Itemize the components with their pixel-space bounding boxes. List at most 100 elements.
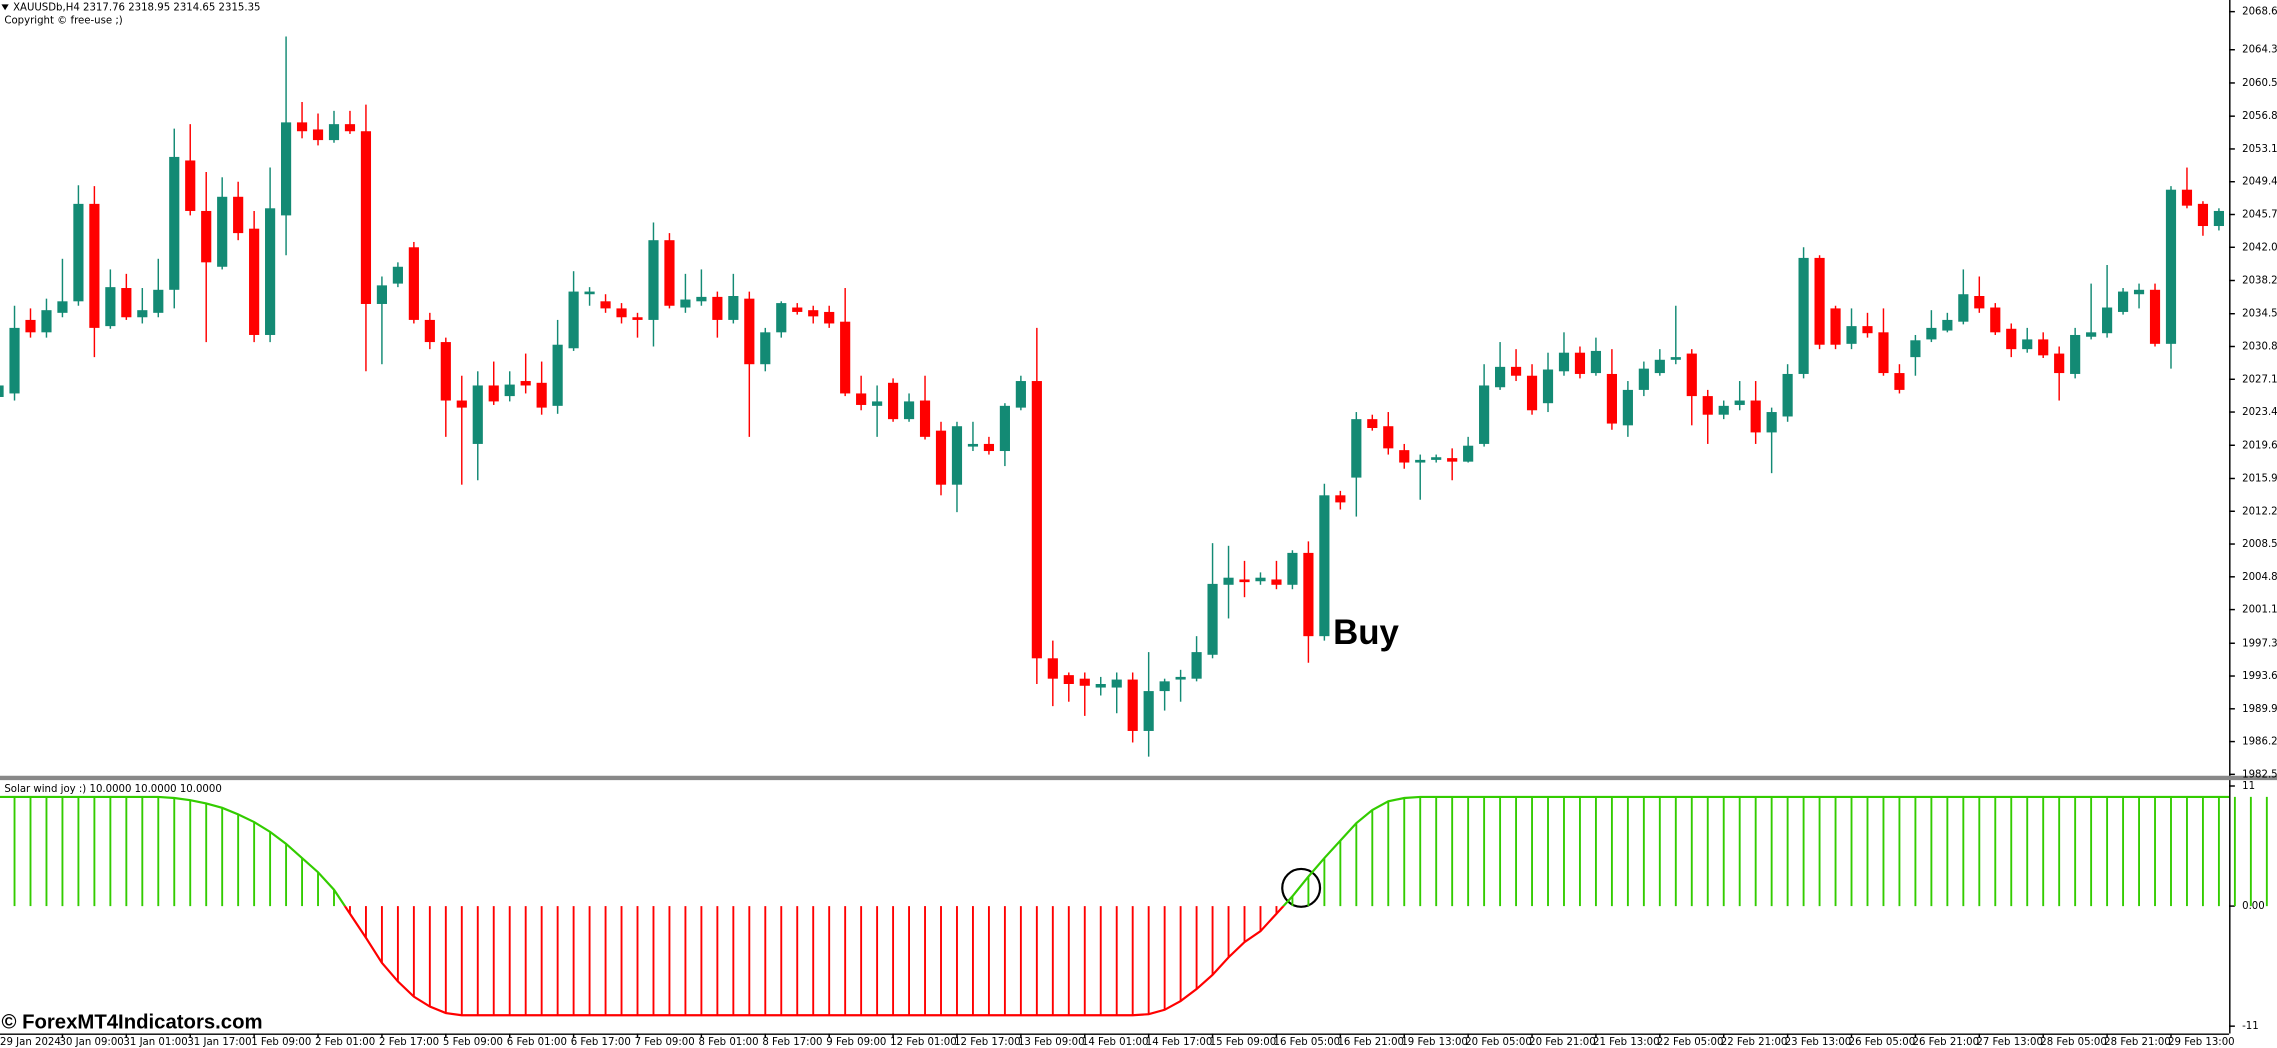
- candle-body: [1574, 352, 1586, 374]
- candle-body: [2006, 328, 2017, 350]
- candle-body: [1702, 396, 1713, 415]
- candle-body: [632, 317, 643, 320]
- candle-body: [392, 266, 403, 284]
- candle-body: [1447, 458, 1458, 462]
- candle-body: [2070, 334, 2081, 374]
- y-tick-label: 0.00: [2242, 901, 2265, 912]
- oscillator-line: [343, 906, 1285, 1017]
- time-label: 12 Feb 01:00: [890, 1037, 957, 1048]
- candle-body: [536, 382, 547, 408]
- y-tick-label: 2004.80: [2242, 572, 2277, 583]
- candle-body: [2117, 291, 2129, 312]
- candle-body: [1734, 400, 1745, 405]
- candle-body: [1191, 652, 1202, 679]
- candle-body: [249, 228, 260, 335]
- candle-body: [1798, 257, 1809, 374]
- candle-body: [935, 430, 947, 485]
- time-label: 6 Feb 01:00: [507, 1037, 567, 1048]
- oscillator-line: [0, 795, 2230, 907]
- candle-body: [153, 289, 164, 313]
- y-tick-label: 2042.00: [2242, 242, 2277, 253]
- candle-body: [1431, 457, 1442, 460]
- signal-circle: [1281, 867, 1322, 908]
- candle-body: [1479, 385, 1490, 444]
- candle-body: [824, 311, 835, 324]
- candle-body: [1239, 579, 1250, 583]
- candle-body: [1111, 679, 1122, 688]
- candle-body: [1079, 678, 1090, 686]
- candle-body: [89, 203, 100, 328]
- y-tick-label: 1997.30: [2242, 638, 2277, 649]
- candle-body: [760, 332, 771, 365]
- candle-body: [265, 208, 276, 335]
- candle-body: [9, 327, 20, 394]
- candle-body: [1894, 373, 1905, 390]
- y-tick-label: -11: [2242, 1021, 2259, 1032]
- candle-body: [951, 426, 963, 485]
- time-label: 31 Jan 17:00: [187, 1037, 251, 1048]
- candle-body: [360, 131, 372, 304]
- candle-body: [840, 321, 851, 394]
- indicator-title: Solar wind joy :) 10.0000 10.0000 10.000…: [4, 784, 221, 795]
- candle-body: [1862, 326, 1873, 334]
- candle-body: [312, 129, 324, 141]
- candle-body: [1814, 257, 1825, 345]
- candle-body: [1606, 373, 1617, 424]
- candle-body: [872, 401, 883, 406]
- time-label: 6 Feb 17:00: [571, 1037, 631, 1048]
- time-label: 22 Feb 21:00: [1721, 1037, 1788, 1048]
- candle-body: [552, 344, 563, 406]
- candle-body: [1990, 307, 2001, 333]
- y-tick-label: 2068.60: [2242, 7, 2277, 18]
- symbol-title: XAUUSDb,H4 2317.76 2318.95 2314.65 2315.…: [13, 2, 260, 13]
- y-tick-label: 2030.80: [2242, 341, 2277, 352]
- candle-body: [2133, 289, 2145, 295]
- candle-body: [2054, 353, 2065, 374]
- time-label: 23 Feb 13:00: [1785, 1037, 1852, 1048]
- candle-body: [328, 124, 340, 141]
- time-label: 8 Feb 17:00: [762, 1037, 822, 1048]
- candle-body: [1031, 381, 1042, 659]
- candle-body: [488, 385, 499, 402]
- y-tick-label: 2049.40: [2242, 177, 2277, 188]
- time-label: 22 Feb 05:00: [1657, 1037, 1724, 1048]
- time-label: 2 Feb 01:00: [315, 1037, 375, 1048]
- candle-body: [1926, 327, 1937, 340]
- candle-body: [1510, 366, 1522, 376]
- menu-triangle: [1, 4, 9, 11]
- candle-body: [1958, 294, 1969, 322]
- time-label: 30 Jan 09:00: [60, 1037, 124, 1048]
- candle-body: [712, 296, 723, 320]
- time-label: 1 Feb 09:00: [251, 1037, 311, 1048]
- candle-body: [664, 240, 675, 306]
- candle-body: [856, 393, 867, 405]
- candle-body: [2149, 289, 2161, 344]
- y-tick-label: 2034.50: [2242, 309, 2277, 320]
- candle-body: [1383, 426, 1394, 449]
- candle-body: [2022, 339, 2033, 350]
- time-label: 20 Feb 21:00: [1529, 1037, 1596, 1048]
- candle-body: [1303, 552, 1314, 637]
- candle-body: [568, 291, 579, 349]
- candle-body: [1638, 368, 1649, 390]
- candle-body: [1271, 579, 1282, 585]
- candle-body: [520, 381, 531, 386]
- candle-body: [2102, 307, 2113, 334]
- candle-body: [584, 291, 595, 295]
- y-tick-label: 1982.50: [2242, 769, 2277, 780]
- candle-body: [1143, 691, 1154, 731]
- candle-body: [680, 299, 691, 308]
- time-label: 14 Feb 01:00: [1082, 1037, 1149, 1048]
- time-label: 13 Feb 09:00: [1018, 1037, 1085, 1048]
- candle-body: [1782, 373, 1793, 417]
- time-label: 15 Feb 09:00: [1210, 1037, 1277, 1048]
- candle-body: [1686, 353, 1697, 397]
- candle-body: [169, 156, 180, 290]
- candle-body: [105, 287, 116, 327]
- y-tick-label: 11: [2242, 781, 2255, 792]
- candle-body: [1622, 389, 1633, 426]
- y-tick-label: 1986.20: [2242, 737, 2277, 748]
- candle-body: [1095, 683, 1106, 688]
- candle-body: [1942, 319, 1953, 331]
